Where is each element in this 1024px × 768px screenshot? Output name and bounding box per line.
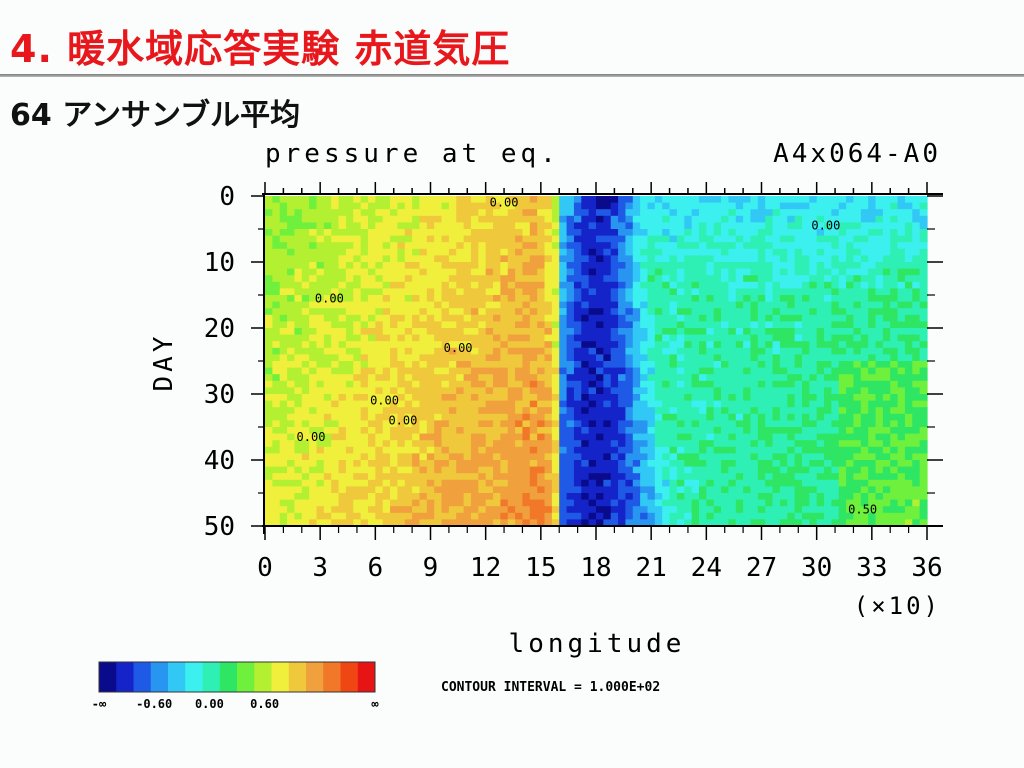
- colorbar-label: -∞: [92, 697, 107, 711]
- y-tick-label: 20: [204, 314, 235, 344]
- colorbar-swatch: [150, 662, 169, 692]
- colorbar-swatch: [357, 662, 376, 692]
- x-tick-label: 9: [423, 553, 439, 583]
- x-axis-label: longitude: [509, 629, 686, 659]
- colorbar-swatch: [116, 662, 134, 692]
- contour-label: 0.50: [848, 503, 877, 517]
- colorbar-swatch: [254, 662, 272, 692]
- x-tick-label: 12: [470, 553, 501, 583]
- x-axis: 0 3 6 9 12 15 18 21 24 27 30 33 36: [257, 526, 943, 583]
- y-tick-label: 10: [204, 248, 235, 278]
- plot-frame: [262, 182, 943, 534]
- slide-title: 4. 暖水域応答実験 赤道気圧: [10, 27, 511, 71]
- heatmap-field: [265, 196, 928, 527]
- contour-label: 0.00: [370, 394, 399, 408]
- y-tick-label: 30: [204, 380, 235, 410]
- x-tick-label: 15: [525, 553, 556, 583]
- x-tick-label: 3: [312, 553, 328, 583]
- y-tick-label: 40: [204, 446, 235, 476]
- colorbar-swatch: [323, 662, 341, 692]
- x-tick-label: 27: [746, 553, 777, 583]
- colorbar-swatch: [133, 662, 152, 692]
- colorbar-label: 0.60: [250, 697, 279, 711]
- colorbar-swatch: [237, 662, 255, 692]
- colorbar-swatch: [219, 662, 238, 692]
- contour-label: 0.00: [490, 196, 519, 210]
- colorbar-swatch: [288, 662, 307, 692]
- x-tick-label: 21: [636, 553, 667, 583]
- colorbar-swatch: [340, 662, 359, 692]
- contour-label: 0.00: [315, 291, 344, 305]
- colorbar-swatch: [271, 662, 290, 692]
- contour-label: 0.00: [811, 219, 840, 233]
- contour-interval-note: CONTOUR INTERVAL = 1.000E+02: [441, 680, 660, 695]
- colorbar: -∞ -0.60 0.00 0.60 ∞: [92, 661, 379, 711]
- y-tick-label: 0: [219, 182, 235, 212]
- run-label: A4x064-A0: [773, 139, 941, 169]
- x-tick-label: 6: [368, 553, 384, 583]
- x-tick-label: 18: [580, 553, 611, 583]
- y-tick-label: 50: [204, 512, 235, 542]
- chart-title: pressure at eq.: [265, 139, 560, 169]
- colorbar-swatch: [99, 662, 117, 692]
- colorbar-border: [98, 661, 376, 693]
- colorbar-label: ∞: [371, 697, 379, 711]
- contour-label: 0.00: [388, 413, 417, 427]
- colorbar-swatch: [185, 662, 203, 692]
- x-tick-label: 36: [911, 553, 942, 583]
- contour-label: 0.00: [297, 430, 326, 444]
- y-axis: 0 10 20 30 40 50: [204, 182, 943, 542]
- x-tick-label: 0: [257, 553, 273, 583]
- contour-labels: 0.00 0.00 0.00 0.00 0.00 0.00 0.00 0.50: [297, 196, 878, 517]
- x-tick-label: 24: [691, 553, 722, 583]
- y-axis-label: DAY: [149, 333, 179, 392]
- colorbar-label: -0.60: [136, 697, 172, 711]
- contour-label: 0.00: [444, 341, 473, 355]
- colorbar-swatch: [168, 662, 186, 692]
- title-divider: [0, 74, 1024, 77]
- x-tick-label: 33: [856, 553, 887, 583]
- x-scale-note: (×10): [854, 592, 941, 620]
- slide-subtitle: 64 アンサンブル平均: [10, 98, 301, 133]
- colorbar-swatch: [202, 662, 221, 692]
- colorbar-label: 0.00: [195, 697, 224, 711]
- colorbar-swatch: [306, 662, 324, 692]
- x-tick-label: 30: [801, 553, 832, 583]
